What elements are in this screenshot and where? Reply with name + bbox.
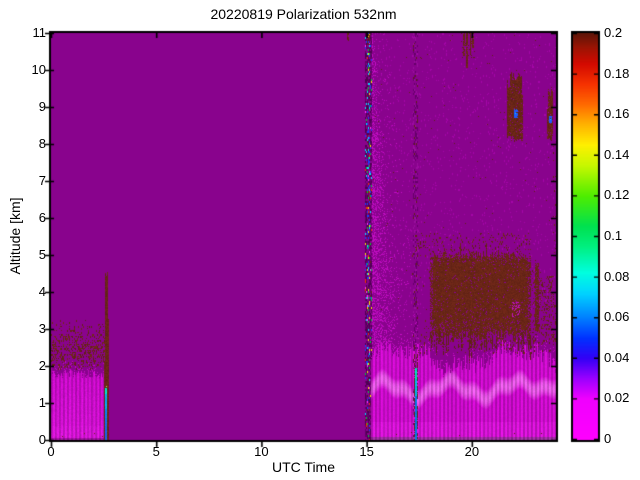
colorbar-tick-label: 0.14 xyxy=(604,146,630,162)
colorbar-tick-label: 0.12 xyxy=(604,187,630,203)
colorbar-tick-label: 0 xyxy=(604,431,612,446)
y-tick-label: 11 xyxy=(32,25,47,40)
colorbar-tick-label: 0.02 xyxy=(604,390,630,406)
x-tick-label: 20 xyxy=(464,444,480,459)
colorbar-tick-label: 0.06 xyxy=(604,309,630,325)
colorbar-tick-label: 0.04 xyxy=(604,349,630,365)
chart-title: 20220819 Polarization 532nm xyxy=(210,6,397,22)
y-tick-label: 9 xyxy=(38,99,46,114)
colorbar-tick-label: 0.1 xyxy=(604,228,623,243)
colorbar-tick-label: 0.2 xyxy=(604,25,623,40)
y-tick-label: 4 xyxy=(38,284,46,299)
x-tick-label: 0 xyxy=(47,444,55,459)
y-tick-label: 1 xyxy=(38,395,46,410)
x-axis-label: UTC Time xyxy=(272,459,335,475)
y-tick-label: 10 xyxy=(31,62,46,77)
x-tick-label: 15 xyxy=(359,444,374,459)
y-tick-label: 5 xyxy=(38,247,46,262)
colorbar xyxy=(573,33,598,440)
y-tick-label: 7 xyxy=(38,173,46,188)
x-tick-label: 5 xyxy=(152,444,160,459)
colorbar-tick-label: 0.18 xyxy=(604,65,630,81)
y-tick-label: 6 xyxy=(38,210,46,225)
x-tick-label: 10 xyxy=(254,444,269,459)
y-tick-label: 3 xyxy=(38,321,46,336)
colorbar-tick-label: 0.08 xyxy=(604,268,630,284)
colorbar-tick-label: 0.16 xyxy=(604,106,630,122)
y-tick-label: 8 xyxy=(38,136,46,151)
plot-area xyxy=(51,33,556,440)
y-tick-label: 2 xyxy=(38,358,46,373)
y-tick-label: 0 xyxy=(38,432,46,447)
